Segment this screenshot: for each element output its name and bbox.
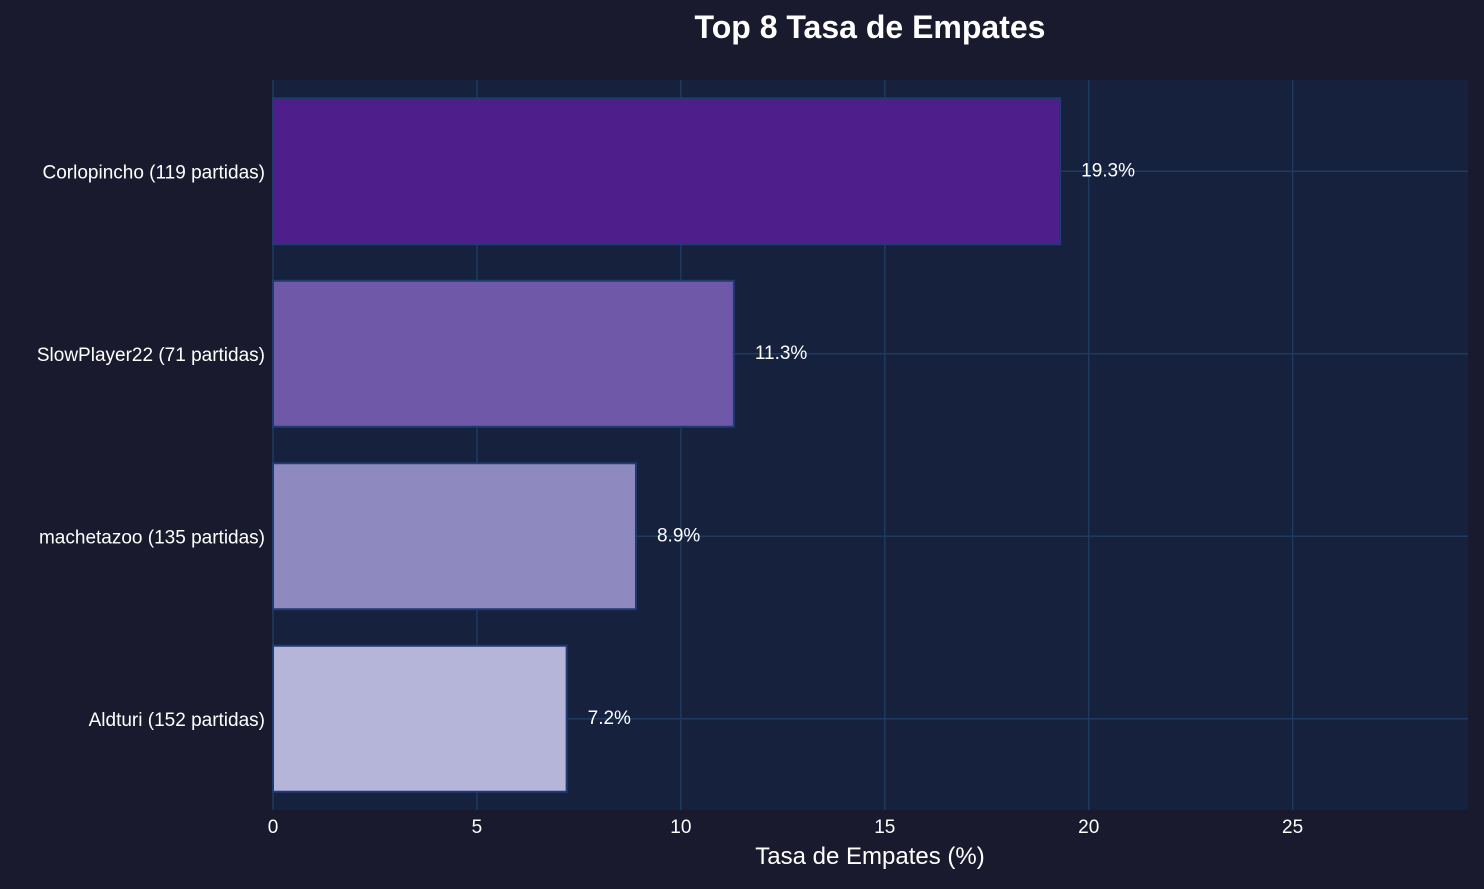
chart-title: Top 8 Tasa de Empates [695, 9, 1046, 45]
data-label: 11.3% [755, 343, 808, 364]
data-label: 19.3% [1081, 160, 1135, 181]
x-tick-label: 15 [874, 817, 895, 838]
data-label: 8.9% [657, 525, 700, 546]
y-tick-label: SlowPlayer22 (71 partidas) [37, 345, 265, 366]
x-axis-label: Tasa de Empates (%) [755, 843, 984, 870]
x-tick-label: 5 [472, 817, 483, 838]
bars [272, 97, 1062, 793]
data-label: 7.2% [588, 708, 631, 729]
x-tick-label: 0 [268, 817, 279, 838]
labels: 0 5 10 15 20 25 Corlopincho (119 partidas) 19.3… [37, 160, 1303, 838]
y-tick-label: Aldturi (152 partidas) [89, 710, 265, 731]
bar [272, 644, 568, 793]
bar [272, 462, 637, 611]
y-tick-label: machetazoo (135 partidas) [39, 527, 265, 548]
x-tick-label: 25 [1282, 817, 1303, 838]
bar [272, 279, 735, 428]
x-tick-label: 20 [1078, 817, 1099, 838]
x-tick-label: 10 [670, 817, 691, 838]
y-tick-label: Corlopincho (119 partidas) [43, 162, 266, 183]
bar [272, 97, 1062, 246]
